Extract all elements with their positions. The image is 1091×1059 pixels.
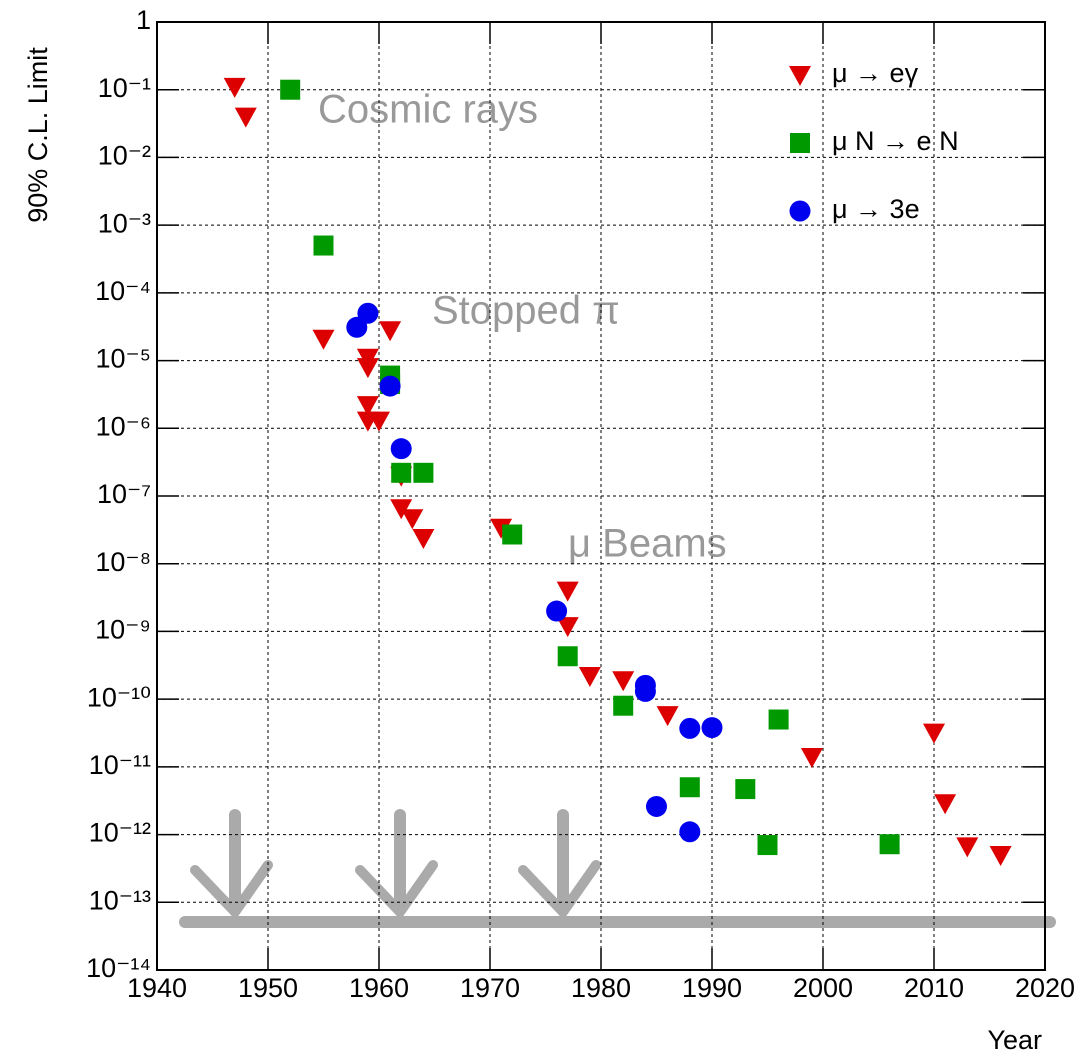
marker — [379, 321, 402, 342]
x-tick-label: 1980 — [571, 973, 631, 1003]
marker — [989, 845, 1012, 866]
x-tick-label: 2020 — [1015, 973, 1075, 1003]
annotation: Cosmic rays — [318, 88, 538, 132]
marker — [923, 723, 945, 744]
marker — [356, 358, 379, 379]
marker — [646, 795, 667, 817]
annotation: Stopped π — [432, 289, 620, 333]
x-tick-label: 2010 — [904, 973, 964, 1003]
y-axis-label: 90% C.L. Limit — [23, 47, 53, 223]
marker — [956, 837, 979, 858]
y-tick-label: 10⁻⁴ — [95, 276, 151, 306]
y-tick-label: 10⁻¹¹ — [89, 750, 151, 780]
y-tick-label: 10⁻⁹ — [95, 615, 151, 645]
marker — [546, 600, 568, 622]
legend-marker — [789, 66, 811, 86]
y-tick-label: 10⁻⁶ — [96, 411, 151, 441]
y-tick-label: 10⁻¹⁰ — [87, 682, 151, 712]
marker — [613, 695, 634, 716]
marker — [390, 438, 412, 460]
marker — [346, 316, 368, 338]
marker — [556, 581, 579, 602]
marker — [502, 524, 523, 545]
marker — [612, 671, 635, 692]
x-tick-label: 1990 — [682, 973, 742, 1003]
marker — [357, 302, 379, 324]
marker — [490, 518, 513, 539]
marker — [390, 499, 413, 520]
x-tick-label: 1950 — [238, 973, 298, 1003]
y-tick-label: 1 — [136, 5, 151, 35]
y-tick-label: 10⁻⁸ — [95, 547, 151, 577]
x-tick-label: 1970 — [460, 973, 520, 1003]
marker — [679, 717, 701, 739]
marker — [313, 235, 334, 256]
marker — [634, 680, 656, 702]
y-tick-label: 10⁻¹² — [89, 818, 151, 848]
x-tick-label: 2000 — [793, 973, 853, 1003]
marker — [934, 794, 957, 815]
y-tick-label: 10⁻⁷ — [97, 479, 151, 509]
decoration-arrows — [179, 809, 1056, 928]
x-axis-label: Year — [987, 1025, 1042, 1055]
marker — [656, 706, 679, 727]
x-tick-label: 1960 — [349, 973, 409, 1003]
marker — [679, 821, 701, 843]
y-tick-label: 10⁻² — [98, 141, 151, 171]
marker — [223, 77, 246, 98]
marker — [557, 646, 578, 667]
marker — [312, 329, 335, 350]
marker — [379, 375, 401, 397]
y-tick-label: 10⁻¹⁴ — [86, 953, 151, 983]
marker — [280, 79, 301, 100]
marker — [679, 777, 700, 798]
marker — [757, 835, 778, 856]
y-tick-label: 10⁻³ — [98, 208, 151, 238]
y-tick-label: 10⁻¹³ — [89, 885, 151, 915]
marker — [391, 462, 412, 483]
legend-label: μ N → e N — [832, 126, 959, 156]
marker — [735, 779, 756, 800]
y-tick-label: 10⁻⁵ — [96, 344, 151, 374]
marker — [768, 709, 789, 730]
marker — [556, 617, 579, 638]
legend-marker — [789, 200, 811, 222]
marker — [413, 462, 434, 483]
marker — [401, 509, 424, 530]
legend-marker — [790, 133, 810, 153]
marker — [800, 747, 823, 768]
marker — [412, 528, 435, 549]
marker — [234, 107, 257, 128]
plot-frame — [156, 21, 1046, 971]
marker — [356, 396, 379, 417]
x-tick-label: 1940 — [127, 973, 187, 1003]
marker — [879, 834, 900, 855]
legend-label: μ → 3e — [832, 194, 920, 224]
marker — [701, 717, 723, 739]
legend-label: μ → eγ — [832, 58, 919, 88]
marker — [368, 411, 390, 432]
marker — [578, 666, 601, 687]
y-tick-label: 10⁻¹ — [98, 73, 151, 103]
annotation: μ Beams — [568, 522, 727, 566]
